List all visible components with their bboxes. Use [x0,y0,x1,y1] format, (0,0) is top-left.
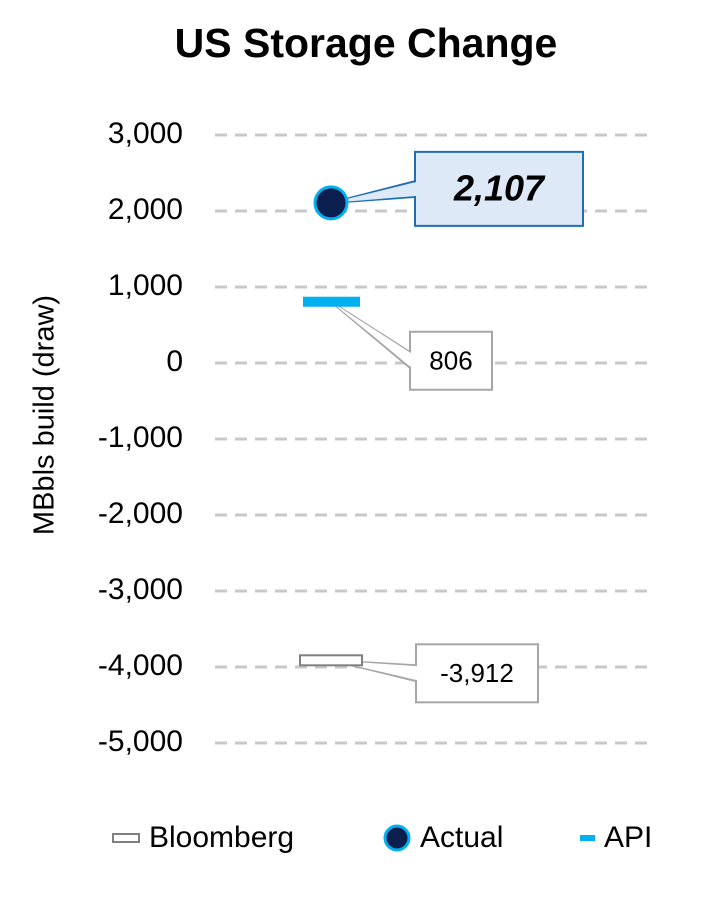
callout-box [415,643,539,704]
y-tick-label: -1,000 [98,421,183,454]
data-label: 806 [429,346,472,376]
y-tick-label: -4,000 [98,649,183,682]
y-tick-label: 2,000 [108,193,183,226]
bloomberg-marker [299,654,363,667]
y-tick-label: 0 [166,345,183,378]
y-tick-label: 3,000 [108,117,183,150]
y-tick-label: -3,000 [98,573,183,606]
legend-label: Actual [420,821,503,854]
data-label: -3,912 [440,658,514,688]
api-marker [303,296,360,307]
data-label: 2,107 [453,167,546,208]
callout-box [409,330,493,391]
y-axis-label: MBbls build (draw) [29,295,61,535]
legend-swatch [112,833,140,843]
callout-pointer [330,300,412,371]
y-tick-label: -5,000 [98,725,183,758]
legend-label: Bloomberg [149,821,294,854]
y-tick-label: 1,000 [108,269,183,302]
y-tick-label: -2,000 [98,497,183,530]
legend-label: API [604,821,652,854]
legend-swatch [580,835,595,841]
chart-title: US Storage Change [175,20,558,66]
callout-joint [331,181,417,203]
callout-joint [331,301,412,368]
actual-marker [313,185,349,221]
legend-swatch [383,824,411,852]
